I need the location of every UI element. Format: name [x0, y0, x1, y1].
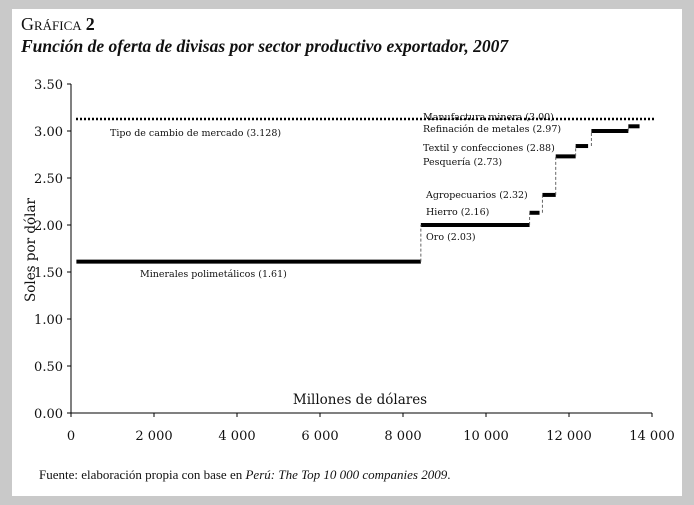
x-tick-label: 4 000	[218, 429, 255, 444]
chart-heading: Gráfica 2 Función de oferta de divisas p…	[21, 14, 508, 57]
step-label: Manufactura minera (3.00)	[423, 112, 554, 123]
step-label: Textil y confecciones (2.88)	[423, 143, 555, 154]
y-tick-label: 0.00	[34, 407, 63, 422]
x-tick-label: 2 000	[135, 429, 172, 444]
x-tick-label: 14 000	[629, 429, 675, 444]
y-tick-label: 0.50	[34, 360, 63, 375]
y-tick-label: 1.00	[34, 313, 63, 328]
step-label: Minerales polimetálicos (1.61)	[140, 269, 287, 280]
chart-frame	[12, 9, 682, 496]
y-axis-label: Soles por dólar	[23, 197, 39, 302]
step-label: Pesquería (2.73)	[423, 157, 502, 168]
step-label: Hierro (2.16)	[426, 207, 489, 218]
figure-number: 2	[85, 14, 95, 34]
step-label: Agropecuarios (2.32)	[425, 190, 528, 201]
x-tick-label: 12 000	[546, 429, 592, 444]
source-note: Fuente: elaboración propia con base en P…	[39, 467, 450, 483]
x-axis-label: Millones de dólares	[293, 392, 427, 408]
y-tick-label: 3.00	[34, 125, 63, 140]
y-tick-label: 3.50	[34, 78, 63, 93]
x-tick-label: 6 000	[301, 429, 338, 444]
step-label: Oro (2.03)	[426, 232, 476, 243]
y-tick-label: 1.50	[34, 266, 63, 281]
x-tick-label: 8 000	[384, 429, 421, 444]
source-title: Perú: The Top 10 000 companies 2009	[245, 467, 448, 482]
chart-title: Función de oferta de divisas por sector …	[21, 36, 509, 56]
source-prefix: Fuente: elaboración propia con base en	[39, 467, 246, 482]
source-suffix: .	[447, 467, 451, 482]
figure-label: Gráfica	[21, 14, 82, 34]
y-tick-label: 2.00	[34, 219, 63, 234]
step-label: Refinación de metales (2.97)	[423, 124, 561, 135]
market-rate-label: Tipo de cambio de mercado (3.128)	[110, 128, 281, 139]
y-tick-label: 2.50	[34, 172, 63, 187]
x-tick-label: 10 000	[463, 429, 509, 444]
x-tick-label: 0	[67, 429, 75, 444]
